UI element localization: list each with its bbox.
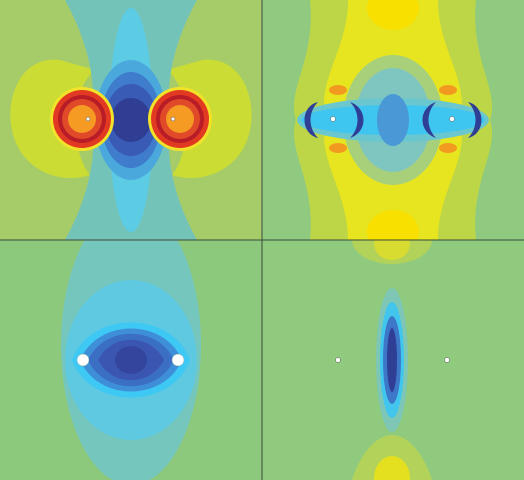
point [335,357,341,363]
region [367,0,419,30]
panel-top-right [262,0,524,240]
crescent [468,102,482,138]
ring [166,105,194,133]
region [367,210,419,240]
region [111,98,151,142]
crescent [304,102,318,138]
point [444,357,450,363]
point [171,353,185,367]
panel-bottom-right [262,240,524,480]
point [76,353,90,367]
spot [439,85,457,95]
point [170,116,176,122]
source-right [148,87,212,151]
crescent [350,102,364,138]
point [330,116,336,122]
crescent [422,102,436,138]
region [115,346,147,374]
panel-bottom-left [0,240,262,480]
spot [329,85,347,95]
spot [439,143,457,153]
region [387,328,397,392]
panel-top-left [0,0,262,240]
point [85,116,91,122]
source-left [50,87,114,151]
ring [68,105,96,133]
region [374,456,410,480]
region [377,94,409,146]
point [449,116,455,122]
region [374,240,410,260]
spot [329,143,347,153]
